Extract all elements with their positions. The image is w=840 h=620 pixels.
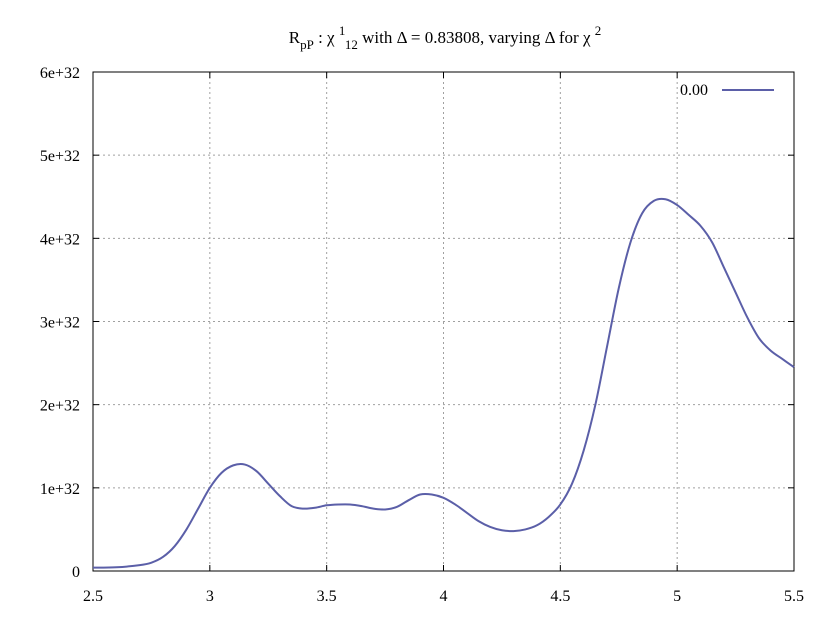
- title-end-sup: 2: [595, 23, 602, 38]
- x-tick-label: 4: [440, 588, 448, 605]
- y-tick-label: 6e+32: [40, 65, 80, 82]
- y-tick-label: 2e+32: [40, 398, 80, 415]
- title-colon: : χ: [314, 28, 339, 47]
- series-layer: [92, 197, 795, 569]
- x-tick-label: 5.5: [784, 588, 804, 605]
- axes: [92, 71, 795, 572]
- series-line: [92, 197, 795, 569]
- x-tick-label: 5: [673, 588, 681, 605]
- y-tick-label: 3e+32: [40, 315, 80, 332]
- title-r-sub: pP: [300, 37, 314, 52]
- tick-labels: 2.5 3 3.5 4 4.5 5 5.5 0 1e+32 2e+32 3e+32 4e+32 5e+3…: [40, 65, 804, 605]
- x-tick-label: 2.5: [83, 588, 103, 605]
- legend-label: 0.00: [680, 82, 708, 99]
- y-tick-label: 4e+32: [40, 231, 80, 248]
- plot-frame: [92, 71, 795, 572]
- y-tick-label: 0: [72, 564, 80, 581]
- y-tick-label: 5e+32: [40, 148, 80, 165]
- title-chi-sub: 12: [345, 37, 358, 52]
- title-r: R: [289, 28, 301, 47]
- x-tick-label: 4.5: [550, 588, 570, 605]
- x-tick-label: 3.5: [317, 588, 337, 605]
- title-mid: with Δ = 0.83808, varying Δ for χ: [358, 28, 595, 47]
- title-chi-sup: 1: [339, 23, 345, 38]
- y-tick-label: 1e+32: [40, 481, 80, 498]
- x-tick-label: 3: [206, 588, 214, 605]
- legend: 0.00: [680, 82, 774, 99]
- grid-lines: [93, 72, 794, 571]
- chart-title: RpP : χ 112 with Δ = 0.83808, varying Δ …: [289, 23, 602, 52]
